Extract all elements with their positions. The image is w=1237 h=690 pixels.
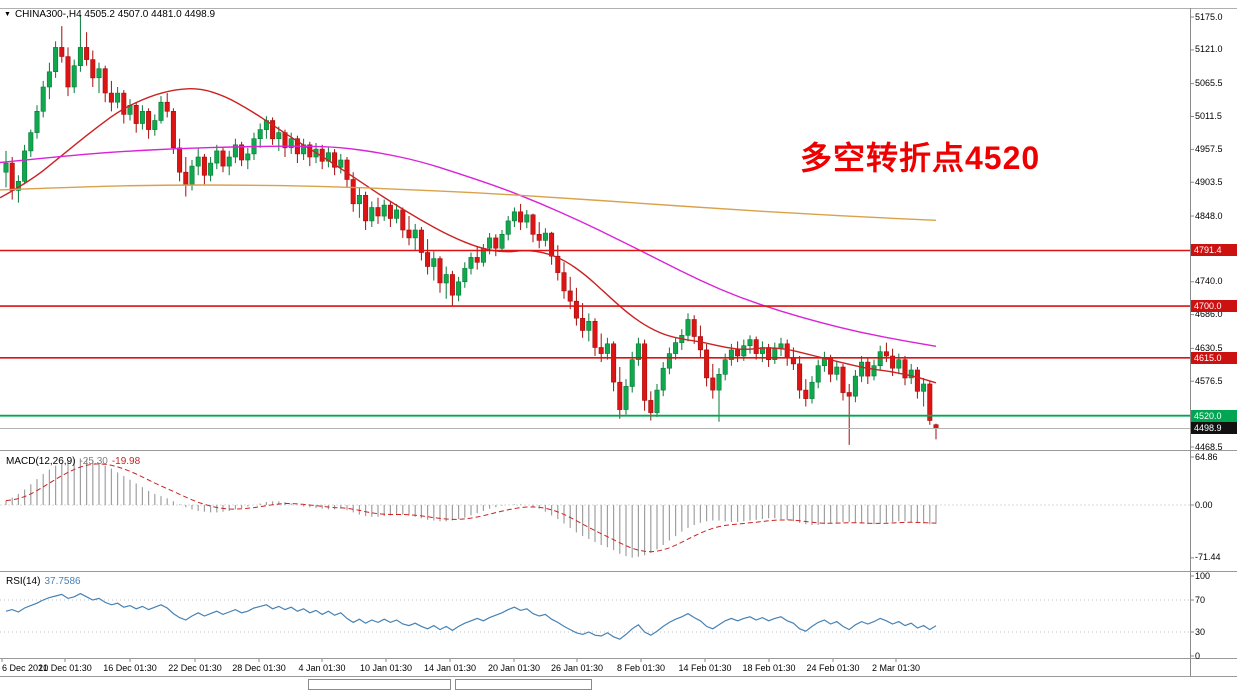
ma-mid-line bbox=[0, 145, 937, 347]
rsi-axis-label: 0 bbox=[1195, 650, 1201, 661]
macd-axis-label: 0.00 bbox=[1195, 499, 1213, 510]
macd-name: MACD(12,26,9) bbox=[6, 456, 76, 467]
annotation-text[interactable]: 多空转折点4520 bbox=[800, 140, 1041, 176]
macd-layer bbox=[0, 458, 1190, 558]
macd-signal-value: -19.98 bbox=[111, 456, 141, 467]
price-axis-label: 5065.5 bbox=[1195, 78, 1223, 89]
rsi-layer bbox=[0, 592, 1190, 640]
price-badge-4520.0: 4520.0 bbox=[1191, 409, 1237, 422]
status-box-2 bbox=[455, 679, 592, 690]
rsi-line bbox=[5, 592, 937, 640]
price-axis-label: 4686.0 bbox=[1195, 309, 1223, 320]
panel-borders bbox=[0, 8, 1237, 677]
macd-signal-line bbox=[5, 463, 937, 553]
time-label: 8 Feb 01:30 bbox=[616, 663, 666, 673]
symbol-ohlc-text: CHINA300-,H4 4505.2 4507.0 4481.0 4498.9 bbox=[14, 9, 216, 20]
price-axis-label: 4848.0 bbox=[1195, 210, 1223, 221]
time-label: 28 Dec 01:30 bbox=[232, 663, 286, 673]
candles-layer bbox=[3, 15, 939, 445]
time-label: 14 Jan 01:30 bbox=[423, 663, 477, 673]
time-label: 6 Dec 2021 bbox=[2, 663, 49, 673]
rsi-axis-label: 30 bbox=[1195, 626, 1206, 637]
macd-value: -25.30 bbox=[79, 456, 108, 467]
time-label: 22 Dec 01:30 bbox=[168, 663, 222, 673]
rsi-indicator-label: RSI(14) 37.7586 bbox=[6, 576, 81, 587]
price-badge-4498.9: 4498.9 bbox=[1191, 422, 1237, 435]
time-label: 2 Mar 01:30 bbox=[871, 663, 921, 673]
time-label: 20 Jan 01:30 bbox=[487, 663, 541, 673]
price-axis-label: 5011.5 bbox=[1195, 111, 1222, 121]
price-badge-4791.4: 4791.4 bbox=[1191, 244, 1237, 257]
price-axis-label: 4576.5 bbox=[1195, 375, 1223, 386]
time-label: 18 Feb 01:30 bbox=[742, 663, 796, 673]
symbol-title: ▼ CHINA300-,H4 4505.2 4507.0 4481.0 4498.… bbox=[4, 9, 215, 20]
price-axis-label: 5121.0 bbox=[1195, 44, 1223, 55]
collapse-triangle-icon[interactable]: ▼ bbox=[4, 11, 11, 18]
time-label: 24 Feb 01:30 bbox=[806, 663, 860, 673]
status-box-1 bbox=[308, 679, 451, 690]
horizontal-lines bbox=[0, 249, 1190, 429]
rsi-axis-label: 70 bbox=[1195, 594, 1206, 605]
time-label: 4 Jan 01:30 bbox=[298, 663, 346, 673]
price-axis-label: 4903.5 bbox=[1195, 176, 1223, 187]
time-label: 16 Dec 01:30 bbox=[103, 663, 157, 673]
rsi-name: RSI(14) bbox=[6, 576, 41, 587]
price-axis-label: 4630.5 bbox=[1195, 342, 1223, 353]
rsi-axis-label: 100 bbox=[1195, 570, 1211, 581]
time-label: 26 Jan 01:30 bbox=[550, 663, 604, 673]
price-axis-label: 5175.0 bbox=[1195, 11, 1223, 22]
macd-indicator-label: MACD(12,26,9) -25.30 -19.98 bbox=[6, 456, 140, 467]
axis-ticks bbox=[1, 16, 1194, 662]
time-label: 10 Jan 01:30 bbox=[359, 663, 413, 673]
ma-slow-line bbox=[0, 184, 937, 221]
time-label: 14 Feb 01:30 bbox=[678, 663, 732, 673]
price-axis-label: 4957.5 bbox=[1195, 143, 1223, 154]
price-axis-label: 4740.0 bbox=[1195, 276, 1223, 287]
price-badge-4615.0: 4615.0 bbox=[1191, 351, 1237, 364]
price-axis-label: 4468.5 bbox=[1195, 441, 1223, 452]
price-badge-4700.0: 4700.0 bbox=[1191, 300, 1237, 313]
macd-axis-label: -71.44 bbox=[1195, 552, 1221, 563]
ma-fast-line bbox=[0, 88, 937, 384]
rsi-value: 37.7586 bbox=[44, 576, 81, 587]
macd-axis-label: 64.86 bbox=[1195, 451, 1218, 462]
time-label: 10 Dec 01:30 bbox=[38, 663, 92, 673]
